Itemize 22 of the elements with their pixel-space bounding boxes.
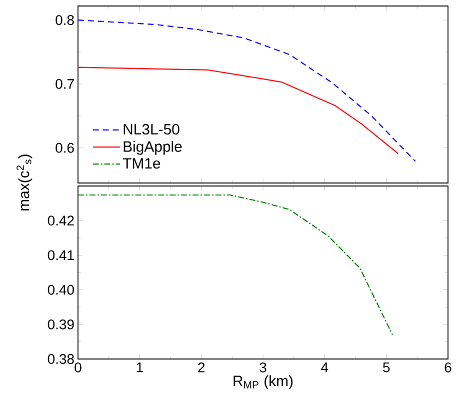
x-tick-label: 0 xyxy=(74,362,82,372)
y-axis-title: max(c$^{2}$$_{s}$) xyxy=(16,154,32,210)
line-series xyxy=(78,194,394,336)
x-tick-label: 4 xyxy=(321,362,328,372)
y-tick-label: 0.6 xyxy=(56,142,74,153)
legend-label: BigApple xyxy=(124,140,182,155)
text: TM1e xyxy=(122,158,160,169)
y-tick-label: 0.7 xyxy=(56,79,74,89)
x-tick-label: 2 xyxy=(198,362,205,372)
y-tick-label: 0.38 xyxy=(48,354,74,364)
x-tick-label: 5 xyxy=(383,362,390,372)
y-tick-label: 0.40 xyxy=(48,284,74,295)
x-tick-label: 6 xyxy=(444,362,452,372)
y-tick-label: 0.42 xyxy=(48,216,74,226)
y-tick-label: 0.8 xyxy=(56,15,74,25)
legend-label: NL3L-50 xyxy=(124,124,180,135)
y-tick-label: 0.39 xyxy=(48,319,74,330)
x-tick-label: 3 xyxy=(260,362,266,372)
y-tick-label: 0.41 xyxy=(48,250,74,260)
line-series xyxy=(78,66,399,154)
x-axis-title: R$_{MP}$ (km) xyxy=(234,375,293,390)
x-tick-label: 1 xyxy=(136,362,143,372)
